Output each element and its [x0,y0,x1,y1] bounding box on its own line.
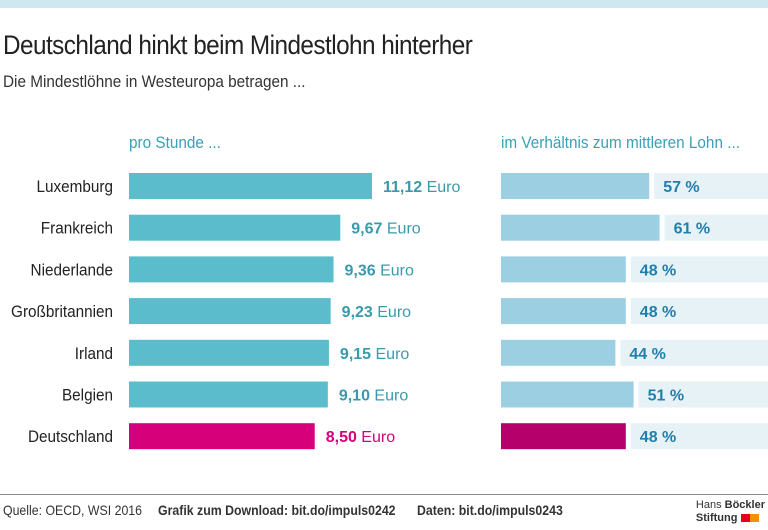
value-label-hourly: 8,50 Euro [326,429,395,446]
bar-hourly [129,423,315,450]
bar-ratio [501,339,616,366]
category-label: Luxemburg [37,177,113,196]
column-header-ratio: im Verhältnis zum mittleren Lohn ... [501,133,740,152]
value-label-hourly: 11,12 Euro [383,179,461,196]
value-label-ratio: 51 % [648,388,684,405]
footer-divider [0,494,768,495]
hans-boeckler-logo: Hans Böckler Stiftung [695,499,765,524]
bar-hourly [129,298,331,325]
download-link[interactable]: Grafik zum Download: bit.do/impuls0242 [158,502,396,518]
bar-hourly [129,256,334,283]
category-label: Belgien [62,386,113,405]
value-label-ratio: 44 % [629,346,665,363]
value-label-ratio: 48 % [640,304,676,321]
bar-ratio [501,381,634,408]
value-label-ratio: 48 % [640,429,676,446]
value-label-hourly: 9,10 Euro [339,388,408,405]
category-label: Frankreich [41,219,113,238]
category-label: Großbritannien [11,302,113,321]
chart-title: Deutschland hinkt beim Mindestlohn hinte… [3,30,473,60]
chart-subtitle: Die Mindestlöhne in Westeuropa betragen … [3,72,306,91]
value-label-ratio: 61 % [674,221,710,238]
category-label: Irland [75,344,113,363]
bar-ratio [501,173,650,199]
value-label-hourly: 9,23 Euro [342,304,411,321]
value-label-hourly: 9,36 Euro [345,262,414,279]
bar-ratio-track [638,381,768,408]
bar-hourly [129,214,341,241]
bar-hourly [129,381,328,408]
value-label-ratio: 57 % [663,179,699,196]
category-label: Niederlande [31,261,113,280]
column-header-hourly: pro Stunde ... [129,133,221,152]
bar-charts: Luxemburg 11,12 Euro 57 % Frankreich 9,67 Eu… [11,173,768,450]
bar-ratio-track [630,298,768,325]
bar-ratio-track [654,173,768,199]
top-band [0,0,768,8]
source-note: Quelle: OECD, WSI 2016 [3,502,142,518]
bar-ratio [501,214,660,241]
bar-hourly [129,339,329,366]
bar-ratio-track [630,256,768,283]
bar-ratio [501,298,626,325]
bar-ratio [501,423,626,450]
value-label-hourly: 9,15 Euro [340,346,409,363]
bar-ratio [501,256,626,283]
data-link[interactable]: Daten: bit.do/impuls0243 [417,502,563,518]
value-label-hourly: 9,67 Euro [351,221,420,238]
bar-ratio-track [664,214,768,241]
bar-ratio-track [620,339,768,366]
bar-hourly [129,173,372,199]
value-label-ratio: 48 % [640,262,676,279]
category-label: Deutschland [28,427,113,446]
bar-ratio-track [630,423,768,450]
